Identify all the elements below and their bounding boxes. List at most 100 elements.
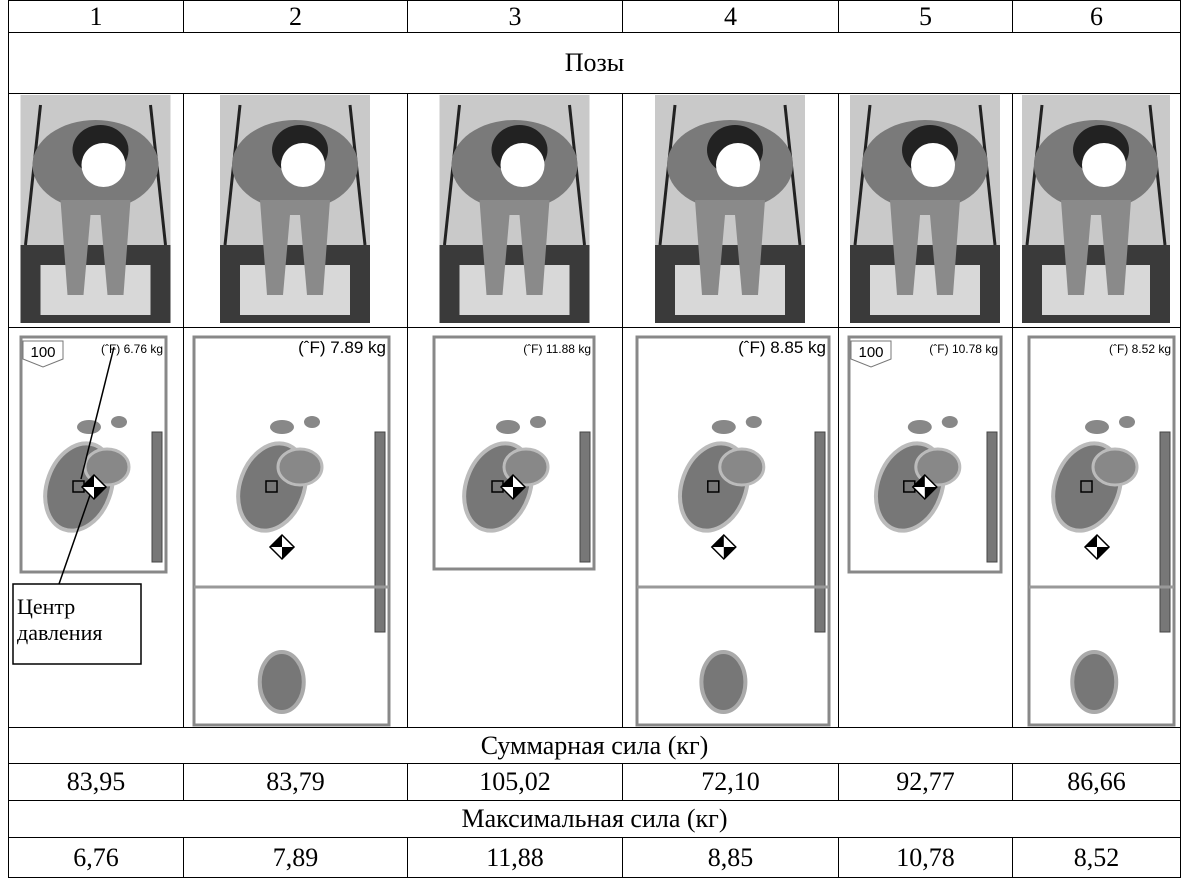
heel-blob	[701, 652, 745, 712]
pressure-map: (ˆF) 8.52 kg	[1013, 329, 1179, 727]
scale-bar	[580, 432, 590, 562]
platform	[460, 265, 570, 315]
poses-title: Позы	[9, 33, 1181, 94]
scale-label: 100	[30, 344, 55, 361]
photo-content	[220, 95, 370, 323]
map-cell: (ˆF) 6.76 kg 100 Центрдавления	[9, 328, 184, 728]
photo-content	[440, 95, 590, 323]
platform	[870, 265, 980, 315]
page: 123456Позы(ˆF) 6.76 kg100Центрдавления(ˆ…	[0, 0, 1182, 877]
map-row: (ˆF) 6.76 kg 100 Центрдавления (ˆF) 7.89 kg…	[9, 328, 1181, 728]
force-label: (ˆF) 10.78 kg	[929, 342, 998, 356]
photo-cell	[839, 94, 1013, 328]
cell: 8,52	[1013, 838, 1181, 878]
poses-title-cell: Позы	[9, 33, 1181, 94]
force-label: (ˆF) 11.88 kg	[523, 342, 591, 356]
force-label: (ˆF) 8.52 kg	[1109, 342, 1171, 356]
face-blur	[281, 143, 325, 187]
toe-blob	[270, 420, 294, 434]
face-blur	[501, 143, 545, 187]
photo	[408, 95, 621, 327]
cell: 72,10	[623, 764, 839, 801]
scale-bar	[1160, 432, 1170, 632]
face-blur	[716, 143, 760, 187]
scale-bar	[152, 432, 162, 562]
platform	[675, 265, 785, 315]
map-cell: (ˆF) 11.88 kg	[408, 328, 623, 728]
heel-blob	[1072, 652, 1116, 712]
toe-blob	[496, 420, 520, 434]
toe-blob	[530, 416, 546, 428]
toe-blob	[712, 420, 736, 434]
photo-cell	[623, 94, 839, 328]
photo-cell	[1013, 94, 1181, 328]
toe-blob	[1085, 420, 1109, 434]
toe-blob	[111, 416, 127, 428]
face-blur	[82, 143, 126, 187]
toe-blob	[942, 416, 958, 428]
scale-bar	[815, 432, 825, 632]
total-force-title: Суммарная сила (кг)	[9, 728, 1181, 764]
toe-blob	[908, 420, 932, 434]
toe-blob	[77, 420, 101, 434]
platform	[240, 265, 350, 315]
pressure-map: (ˆF) 8.85 kg	[623, 329, 837, 727]
foot-blob	[1093, 449, 1137, 485]
header-row: 123456	[9, 1, 1181, 33]
cell: 83,95	[9, 764, 184, 801]
foot-blob	[278, 449, 322, 485]
photo	[184, 95, 406, 327]
map-cell: (ˆF) 8.52 kg	[1013, 328, 1181, 728]
cell: 10,78	[839, 838, 1013, 878]
cell: 6	[1013, 1, 1181, 33]
face-blur	[911, 143, 955, 187]
photo-cell	[408, 94, 623, 328]
cell: 1	[9, 1, 184, 33]
heel-blob	[260, 652, 304, 712]
cell: 4	[623, 1, 839, 33]
cell: 3	[408, 1, 623, 33]
cell: 92,77	[839, 764, 1013, 801]
photo	[9, 95, 182, 327]
annotation-text: давления	[17, 620, 102, 645]
photo-content	[1022, 95, 1170, 323]
photo-row	[9, 94, 1181, 328]
photo	[623, 95, 837, 327]
photo-cell	[9, 94, 184, 328]
cell: 2	[184, 1, 408, 33]
photo-content	[655, 95, 805, 323]
photo-cell	[184, 94, 408, 328]
toe-blob	[746, 416, 762, 428]
cell: 11,88	[408, 838, 623, 878]
foot-blob	[720, 449, 764, 485]
max-force-title: Максимальная сила (кг)	[9, 801, 1181, 838]
platform	[1042, 265, 1150, 315]
photo-content	[21, 95, 171, 323]
pressure-map: (ˆF) 7.89 kg	[184, 329, 406, 727]
cell: 5	[839, 1, 1013, 33]
cell: 86,66	[1013, 764, 1181, 801]
force-label: (ˆF) 7.89 kg	[298, 338, 386, 357]
force-label: (ˆF) 6.76 kg	[101, 342, 163, 356]
cell: 83,79	[184, 764, 408, 801]
toe-blob	[304, 416, 320, 428]
map-cell: (ˆF) 8.85 kg	[623, 328, 839, 728]
photo	[839, 95, 1011, 327]
platform	[41, 265, 151, 315]
annotation-text: Центр	[17, 594, 75, 619]
cell: 6,76	[9, 838, 184, 878]
scale-bar	[375, 432, 385, 632]
face-blur	[1082, 143, 1126, 187]
cell: 8,85	[623, 838, 839, 878]
scale-bar	[987, 432, 997, 562]
map-cell: (ˆF) 7.89 kg	[184, 328, 408, 728]
photo-content	[850, 95, 1000, 323]
pressure-map: (ˆF) 11.88 kg	[408, 329, 621, 727]
force-label: (ˆF) 8.85 kg	[738, 338, 826, 357]
